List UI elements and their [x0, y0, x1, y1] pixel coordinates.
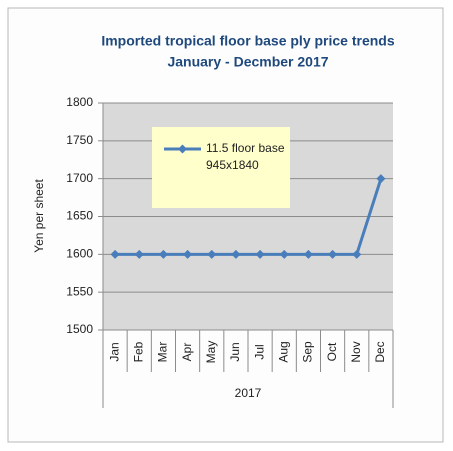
data-point	[158, 249, 168, 259]
x-tick-label: Mar	[156, 342, 170, 363]
legend-symbol	[164, 144, 201, 154]
data-point	[231, 249, 241, 259]
x-tick-label: Apr	[180, 343, 194, 362]
x-tick-label: Dec	[373, 341, 387, 362]
x-tick-label: May	[204, 341, 218, 364]
data-point	[279, 249, 289, 259]
data-point	[352, 249, 362, 259]
data-point	[328, 249, 338, 259]
data-point	[207, 249, 217, 259]
x-tick-label: Jun	[228, 342, 242, 361]
data-point	[376, 174, 386, 184]
legend-label: 11.5 floor base 945x1840	[206, 141, 285, 172]
y-tick-label: 1600	[66, 247, 93, 261]
data-point	[183, 249, 193, 259]
x-tick-label: Feb	[131, 341, 145, 362]
y-tick-label: 1700	[66, 171, 93, 185]
x-tick-label: Jan	[107, 342, 121, 361]
data-point	[110, 249, 120, 259]
x-tick-label: Oct	[325, 342, 339, 361]
y-tick-label: 1500	[66, 322, 93, 336]
x-tick-label: Aug	[276, 341, 290, 362]
data-point	[134, 249, 144, 259]
x-axis-label: 2017	[235, 386, 262, 400]
data-point	[255, 249, 265, 259]
y-tick-label: 1800	[66, 95, 93, 109]
data-point	[303, 249, 313, 259]
x-tick-label: Jul	[252, 344, 266, 359]
chart-title: Imported tropical floor base ply price t…	[101, 33, 394, 49]
legend: 11.5 floor base 945x1840	[152, 127, 290, 208]
x-tick-label: Nov	[349, 341, 363, 362]
chart-subtitle: January - Decmber 2017	[167, 54, 328, 70]
legend-marker	[178, 144, 187, 154]
y-tick-label: 1650	[66, 209, 93, 223]
x-tick-label: Sep	[301, 341, 315, 363]
y-tick-label: 1750	[66, 133, 93, 147]
y-tick-label: 1550	[66, 284, 93, 298]
y-axis-label: Yen per sheet	[32, 179, 46, 253]
